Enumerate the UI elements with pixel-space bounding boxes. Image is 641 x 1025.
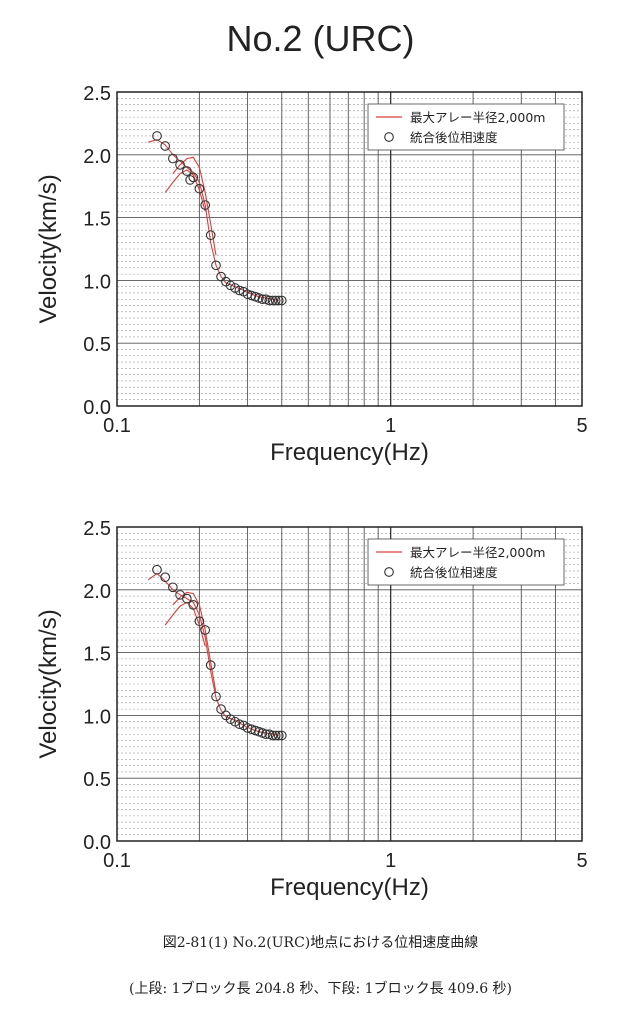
data-point bbox=[200, 625, 211, 635]
x-tick-label: 0.1 bbox=[103, 415, 131, 437]
x-tick-label: 1 bbox=[385, 850, 396, 872]
x-axis-label: Frequency(Hz) bbox=[270, 874, 429, 901]
data-point bbox=[267, 295, 278, 306]
data-point bbox=[216, 271, 226, 282]
figure-caption: 図2-81(1) No.2(URC)地点における位相速度曲線 bbox=[162, 935, 479, 951]
data-point bbox=[194, 183, 205, 194]
data-point bbox=[152, 564, 162, 575]
data-point bbox=[152, 131, 162, 141]
y-tick-label: 1.5 bbox=[83, 209, 111, 231]
data-point bbox=[234, 719, 245, 730]
y-tick-label: 1.0 bbox=[83, 271, 111, 293]
x-tick-label: 1 bbox=[385, 415, 396, 437]
data-point bbox=[257, 294, 268, 305]
data-point bbox=[188, 600, 199, 610]
series-line-1 bbox=[172, 591, 217, 693]
data-point bbox=[276, 295, 287, 306]
data-point bbox=[261, 729, 271, 740]
legend-label-merged: 統合後位相速度 bbox=[410, 130, 498, 145]
y-tick-label: 2.5 bbox=[83, 83, 111, 105]
figure-subcaption: (上段: 1ブロック長 204.8 秒、下段: 1ブロック長 409.6 秒) bbox=[128, 981, 513, 997]
y-tick-label: 0.0 bbox=[83, 397, 111, 419]
plot-frame bbox=[116, 526, 583, 842]
data-point bbox=[194, 616, 205, 627]
data-point bbox=[200, 200, 211, 210]
plot-frame bbox=[116, 91, 583, 407]
y-tick-label: 2.0 bbox=[83, 581, 111, 603]
data-point bbox=[182, 593, 192, 604]
data-point bbox=[185, 175, 195, 185]
legend-label-array: 最大アレー半径2,000m bbox=[410, 110, 545, 125]
data-point bbox=[270, 730, 281, 741]
legend-box bbox=[367, 103, 565, 151]
legend-box bbox=[367, 538, 565, 586]
y-tick-label: 2.5 bbox=[83, 518, 111, 540]
x-tick-label: 5 bbox=[576, 850, 587, 872]
data-point bbox=[273, 730, 284, 741]
data-point bbox=[234, 285, 245, 296]
series-line-2 bbox=[164, 169, 206, 212]
data-point bbox=[205, 660, 216, 671]
chart-bottom: 0.0 0.5 1.0 1.5 2.0 2.5 0.1 1 5 Frequency(Hz) Velo… bbox=[0, 505, 641, 925]
data-point bbox=[276, 730, 287, 741]
chart-top: 0.0 0.5 1.0 1.5 2.0 2.5 0.1 1 5 Frequency(Hz) Velo… bbox=[0, 70, 641, 490]
data-point bbox=[267, 730, 278, 741]
y-tick-label: 0.0 bbox=[83, 832, 111, 854]
legend-label-array: 最大アレー半径2,000m bbox=[410, 545, 545, 560]
data-point bbox=[211, 691, 221, 702]
data-point bbox=[211, 260, 221, 271]
y-tick-label: 0.5 bbox=[83, 769, 111, 791]
y-tick-label: 1.5 bbox=[83, 644, 111, 666]
data-point bbox=[168, 153, 178, 164]
data-point bbox=[168, 582, 178, 593]
data-point bbox=[216, 704, 226, 714]
series-line-0 bbox=[148, 139, 279, 302]
y-axis-label: Velocity(km/s) bbox=[35, 174, 62, 323]
y-tick-label: 0.5 bbox=[83, 334, 111, 356]
x-tick-label: 5 bbox=[576, 415, 587, 437]
phase-velocity-chart-bottom: 0.0 0.5 1.0 1.5 2.0 2.5 0.1 1 5 Frequency(Hz) Velo… bbox=[35, 518, 588, 901]
series-line-0 bbox=[147, 572, 279, 737]
x-tick-label: 0.1 bbox=[103, 850, 131, 872]
data-point bbox=[182, 166, 192, 176]
y-tick-label: 2.0 bbox=[83, 146, 111, 168]
data-point bbox=[270, 295, 281, 306]
series-line-1 bbox=[172, 156, 217, 256]
data-point bbox=[264, 295, 275, 306]
page-title: No.2 (URC) bbox=[226, 18, 415, 59]
phase-velocity-chart-top: 0.0 0.5 1.0 1.5 2.0 2.5 0.1 1 5 Frequency(Hz) Velo… bbox=[35, 83, 588, 466]
legend-label-merged: 統合後位相速度 bbox=[410, 565, 498, 580]
data-point bbox=[273, 295, 284, 306]
data-point bbox=[188, 172, 199, 183]
data-point bbox=[175, 159, 185, 170]
legend-marker-swatch bbox=[384, 132, 394, 142]
y-tick-label: 1.0 bbox=[83, 706, 111, 728]
legend-marker-swatch bbox=[384, 567, 394, 577]
data-point bbox=[160, 572, 171, 583]
data-point bbox=[160, 141, 171, 151]
x-axis-label: Frequency(Hz) bbox=[270, 439, 429, 466]
data-point bbox=[205, 230, 216, 241]
y-axis-label: Velocity(km/s) bbox=[35, 609, 62, 758]
